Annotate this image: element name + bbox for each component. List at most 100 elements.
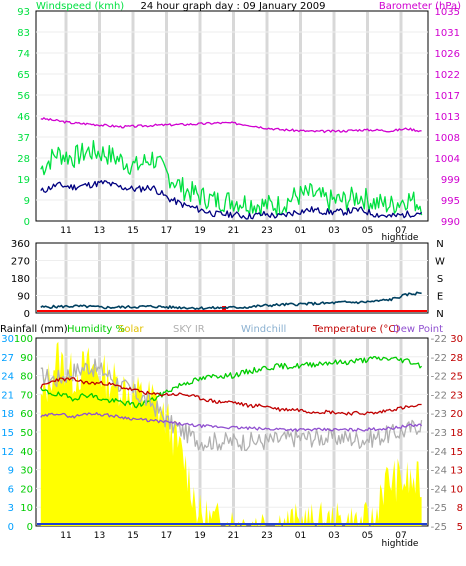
windspeed-tick-label: 9 xyxy=(24,196,30,207)
rainfall-tick-label: 6 xyxy=(8,484,14,495)
rainfall-tick-label: 0 xyxy=(8,522,14,533)
time-tick-label: 13 xyxy=(94,226,105,236)
compass-tick-label: E xyxy=(437,292,443,303)
time-tick-label: 11 xyxy=(60,531,71,541)
direction-tick-label: 270 xyxy=(11,257,30,268)
legend-item: Windchill xyxy=(241,324,286,335)
windspeed-tick-label: 0 xyxy=(24,217,30,228)
compass-tick-label: N xyxy=(436,309,443,320)
humidity-tick-label: 10 xyxy=(20,503,33,514)
rainfall-tick-label: 18 xyxy=(1,409,14,420)
time-tick-label: 19 xyxy=(194,531,206,541)
sky-ir-tick-label: -24 xyxy=(431,466,447,477)
time-tick-label: 07 xyxy=(395,226,406,236)
windspeed-axis-ticks: 93 83 74 65 56 46 37 28 19 9 0 xyxy=(17,7,30,228)
hightide-label: hightide xyxy=(382,233,419,243)
compass-tick-label: N xyxy=(436,239,443,250)
climate-series xyxy=(37,341,427,526)
windspeed-tick-label: 65 xyxy=(17,70,30,81)
humidity-line xyxy=(40,355,423,409)
temperature-tick-label: 25 xyxy=(450,372,463,383)
time-tick-label: 23 xyxy=(261,531,272,541)
sky-ir-tick-label: -22 xyxy=(431,390,447,401)
temperature-tick-label: 15 xyxy=(450,447,463,458)
legend-item: Solar xyxy=(118,324,144,335)
humidity-tick-label: 70 xyxy=(20,390,33,401)
time-tick-label: 23 xyxy=(261,226,272,236)
rainfall-tick-label: 12 xyxy=(1,447,14,458)
sky-ir-tick-label: -23 xyxy=(431,409,447,420)
time-tick-label: 03 xyxy=(328,226,339,236)
barometer-axis-label: Barometer (hPa) xyxy=(379,1,461,12)
windspeed-grid xyxy=(36,12,428,220)
legend-item: Dew Point xyxy=(393,324,443,335)
legend-item: Temperature (°C) xyxy=(312,324,399,335)
time-tick-label: 21 xyxy=(228,226,239,236)
legend-item: Rainfall (mm) xyxy=(0,324,68,335)
sky-ir-axis-ticks: -22 -22 -22 -22 -23 -23 -24 -24 -24 -25 -25 xyxy=(431,334,447,533)
windspeed-tick-label: 56 xyxy=(17,91,30,102)
time-tick-label: 19 xyxy=(194,226,206,236)
time-tick-label: 11 xyxy=(60,226,71,236)
climate-time-ticks: 11 13 15 17 19 21 23 01 03 05 07 xyxy=(60,531,406,541)
rainfall-tick-label: 27 xyxy=(1,353,14,364)
dew-point-line xyxy=(40,412,423,432)
barometer-tick-label: 1013 xyxy=(435,112,460,123)
windspeed-panel: 93 83 74 65 56 46 37 28 19 9 0 1035 1031 1026 1022 101… xyxy=(17,1,461,243)
temperature-tick-label: 13 xyxy=(450,466,463,477)
temperature-tick-label: 10 xyxy=(450,484,463,495)
temperature-tick-label: 23 xyxy=(450,390,463,401)
humidity-tick-label: 0 xyxy=(27,522,33,533)
windspeed-tick-label: 46 xyxy=(17,112,30,123)
rainfall-tick-label: 9 xyxy=(8,466,14,477)
sky-ir-tick-label: -22 xyxy=(431,372,447,383)
direction-grid xyxy=(36,244,428,312)
sky-ir-tick-label: -22 xyxy=(431,353,447,364)
humidity-tick-label: 60 xyxy=(20,409,33,420)
time-tick-label: 13 xyxy=(94,531,105,541)
direction-tick-label: 0 xyxy=(24,309,30,320)
windspeed-line xyxy=(40,140,423,217)
windspeed-tick-label: 93 xyxy=(17,7,30,18)
climate-legend: Rainfall (mm) Humidity %Solar SKY IR Windch… xyxy=(0,324,443,335)
temperature-tick-label: 5 xyxy=(457,522,463,533)
windspeed-tick-label: 28 xyxy=(17,154,30,165)
barometer-tick-label: 999 xyxy=(441,175,460,186)
sky-ir-line xyxy=(40,358,423,452)
time-tick-label: 05 xyxy=(362,531,373,541)
sky-ir-tick-label: -23 xyxy=(431,428,447,439)
time-tick-label: 01 xyxy=(295,531,306,541)
time-tick-label: 15 xyxy=(127,226,138,236)
time-tick-label: 05 xyxy=(362,226,373,236)
windspeed-tick-label: 37 xyxy=(17,133,30,144)
time-tick-label: 01 xyxy=(295,226,306,236)
humidity-tick-label: 50 xyxy=(20,428,33,439)
rain-marker xyxy=(222,306,227,312)
windspeed-tick-label: 83 xyxy=(17,28,30,39)
windspeed-series xyxy=(40,117,423,220)
chart-title: 24 hour graph day : 09 January 2009 xyxy=(141,1,326,12)
temperature-tick-label: 8 xyxy=(457,503,463,514)
time-tick-label: 17 xyxy=(161,531,172,541)
temperature-line xyxy=(40,377,422,416)
legend-item: Humidity % xyxy=(67,324,125,335)
windspeed-tick-label: 19 xyxy=(17,175,30,186)
temperature-tick-label: 28 xyxy=(450,353,463,364)
humidity-tick-label: 30 xyxy=(20,466,33,477)
sky-ir-tick-label: -25 xyxy=(431,503,447,514)
time-tick-label: 21 xyxy=(228,531,239,541)
wind-direction-line xyxy=(40,291,422,311)
rainfall-tick-label: 24 xyxy=(1,372,14,383)
humidity-tick-label: 40 xyxy=(20,447,33,458)
solar-area xyxy=(40,341,422,526)
barometer-tick-label: 1031 xyxy=(435,28,460,39)
temperature-tick-label: 30 xyxy=(450,334,463,345)
barometer-tick-label: 990 xyxy=(441,217,460,228)
barometer-tick-label: 1035 xyxy=(435,7,460,18)
